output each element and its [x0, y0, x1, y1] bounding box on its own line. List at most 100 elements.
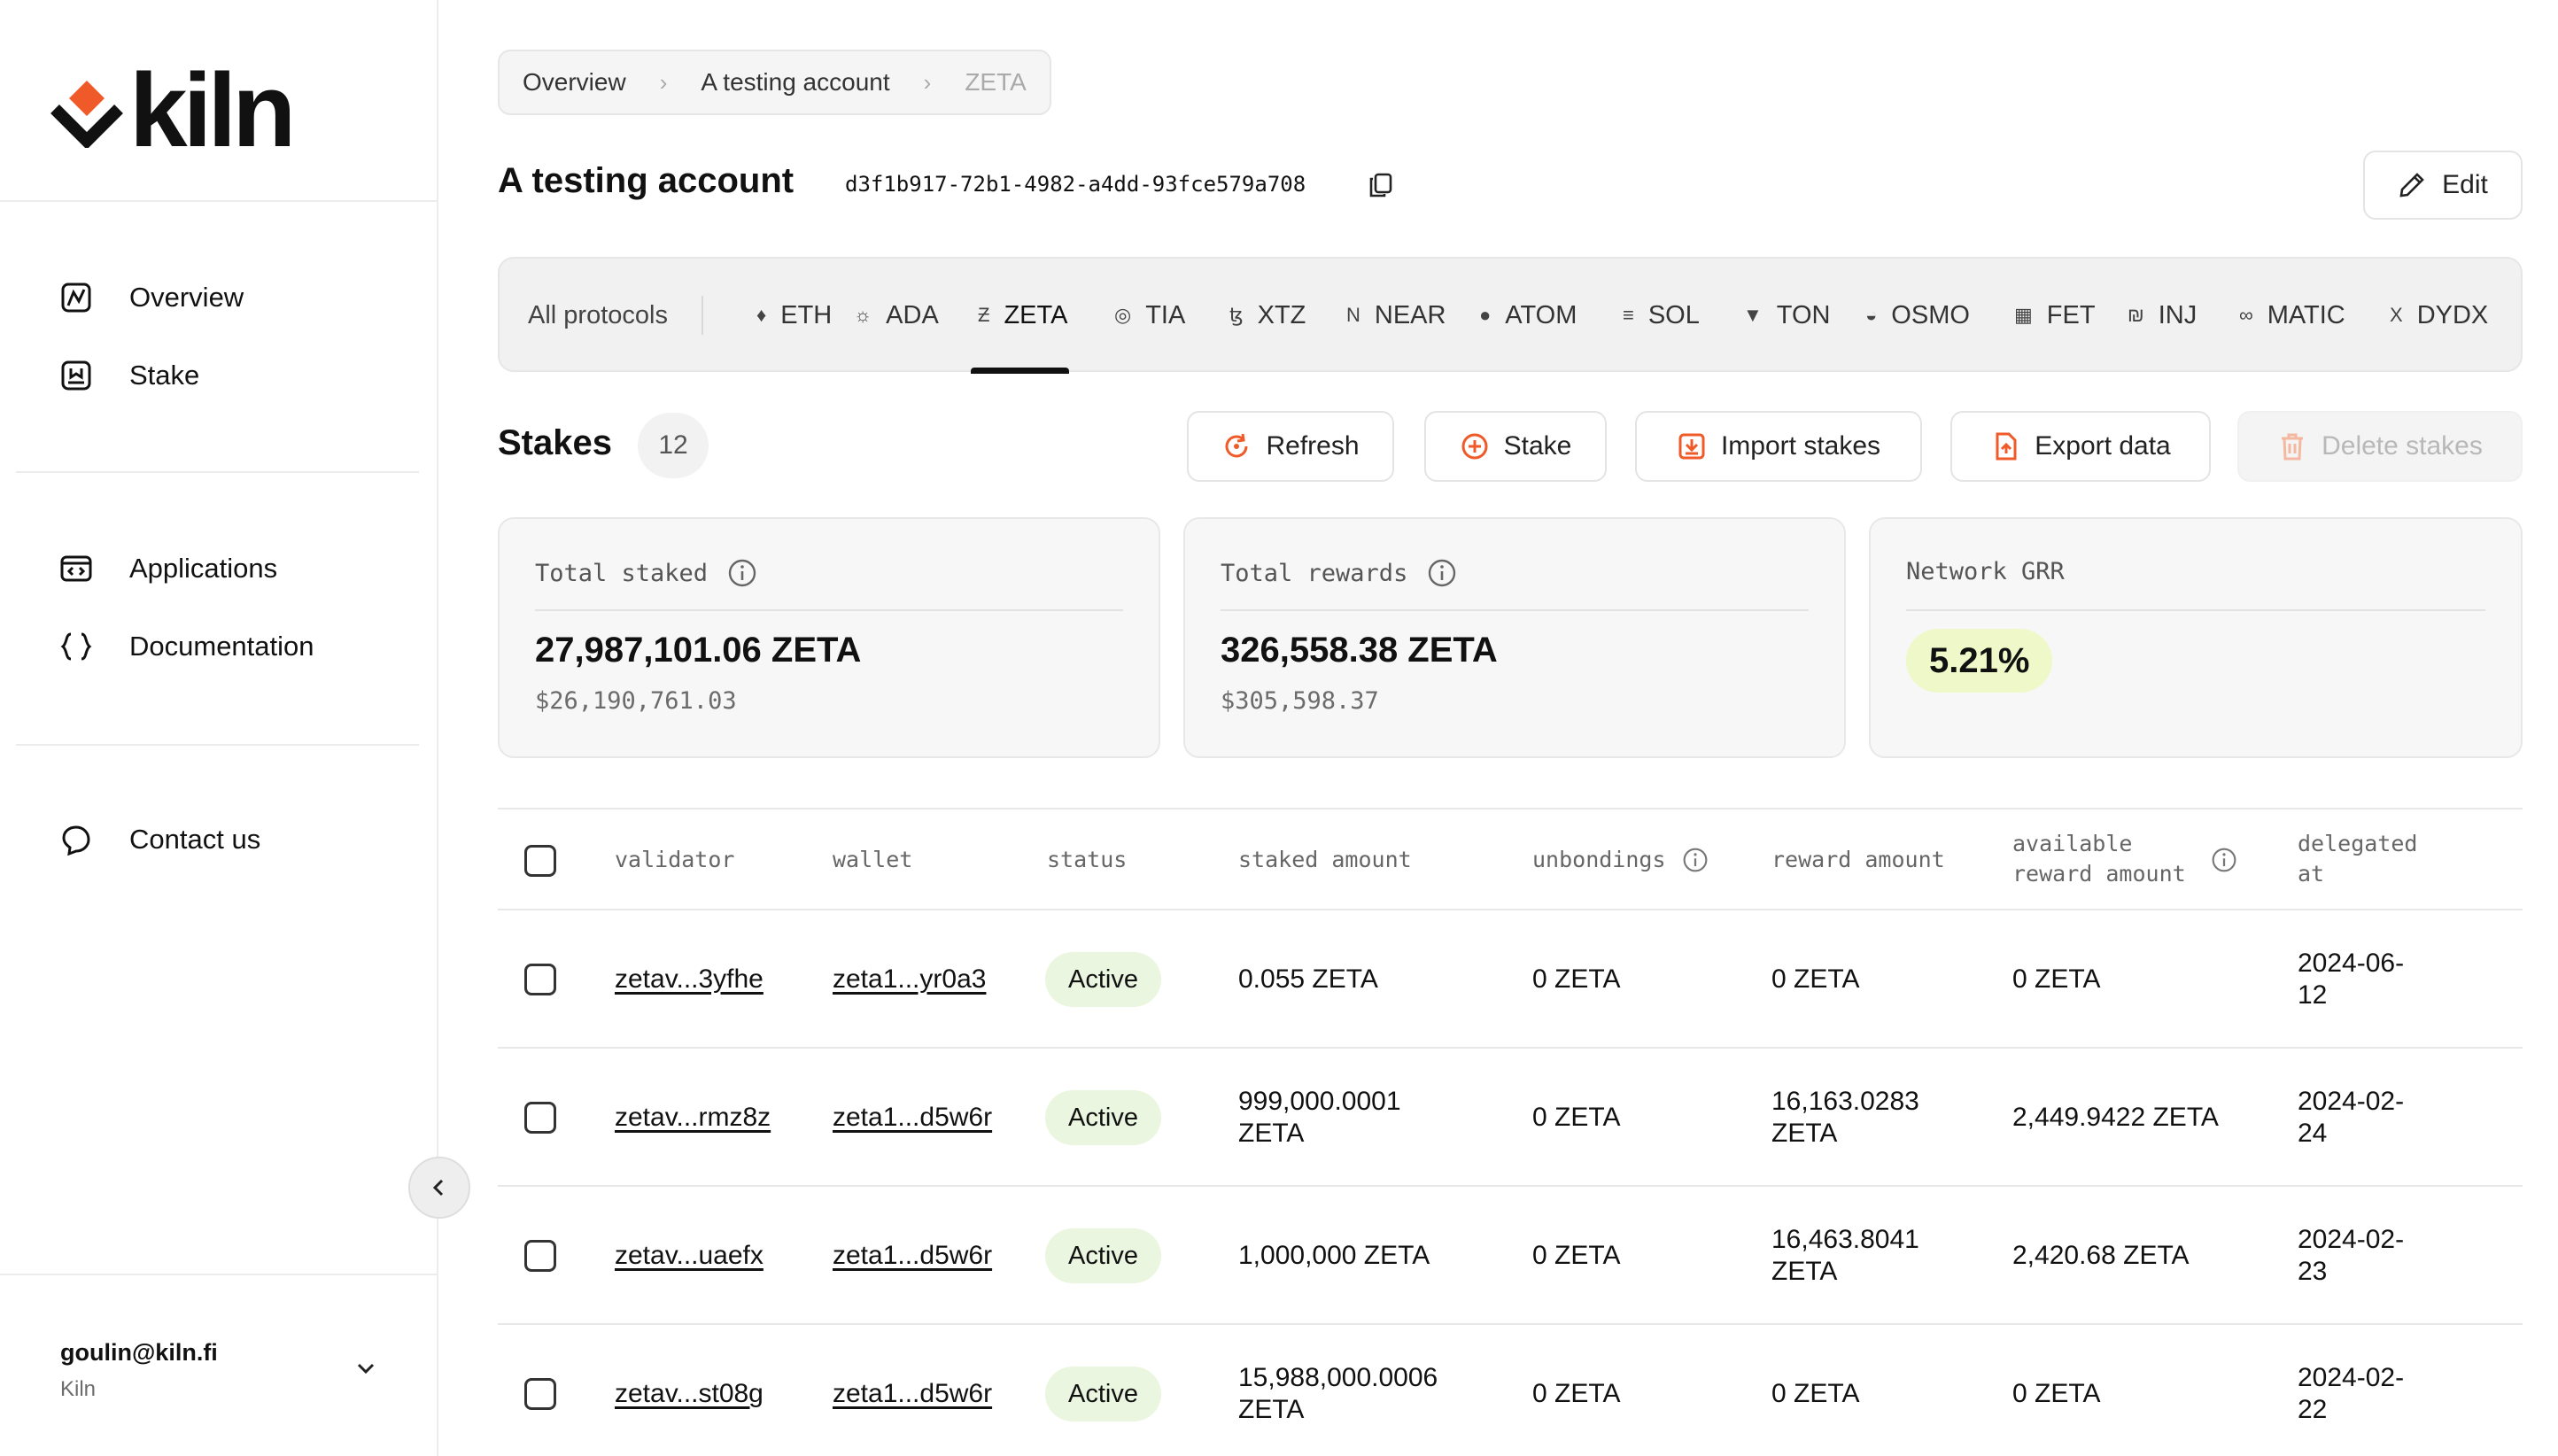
validator-link[interactable]: zetav...uaefx	[615, 1241, 764, 1270]
available-reward: 2,420.68 ZETA	[2012, 1241, 2190, 1270]
wallet-link[interactable]: zeta1...d5w6r	[833, 1103, 993, 1132]
reward-line: 16,163.0283	[1771, 1087, 1919, 1116]
refresh-button[interactable]: Refresh	[1187, 411, 1394, 482]
stakes-count-badge: 12	[638, 413, 709, 478]
stat-divider	[535, 609, 1123, 611]
delete-stakes-button[interactable]: Delete stakes	[2237, 411, 2523, 482]
row-checkbox[interactable]	[524, 964, 556, 995]
validator-link[interactable]: zetav...st08g	[615, 1379, 764, 1408]
import-stakes-button[interactable]: Import stakes	[1635, 411, 1922, 482]
tab-ada[interactable]: ☼ ADA	[854, 259, 939, 372]
date-line: 2024-02-	[2298, 1087, 2405, 1116]
staked-amount-line: ZETA	[1238, 1395, 1305, 1424]
info-icon[interactable]	[2211, 847, 2237, 878]
table-row[interactable]: zetav...st08g zeta1...d5w6r Active 15,98…	[498, 1325, 2523, 1456]
stake-button[interactable]: Stake	[1424, 411, 1607, 482]
chevron-down-icon[interactable]	[351, 1353, 381, 1383]
tab-eth[interactable]: ♦ ETH	[756, 259, 832, 372]
column-header-label: at	[2298, 861, 2325, 887]
sidebar-item-documentation[interactable]: Documentation	[58, 620, 314, 673]
tab-sol[interactable]: ≡ SOL	[1623, 259, 1700, 372]
column-header-available-reward[interactable]: available reward amount	[2012, 829, 2186, 889]
delegated-at: 2024-02- 24	[2298, 1086, 2404, 1150]
tia-icon: ◎	[1114, 304, 1132, 326]
status-badge: Active	[1045, 1090, 1161, 1145]
breadcrumb-account[interactable]: A testing account	[701, 68, 890, 96]
reward-amount: 0 ZETA	[1771, 1379, 1860, 1408]
stat-divider	[1906, 609, 2485, 611]
sidebar-divider	[0, 200, 438, 202]
plus-circle-icon	[1460, 431, 1490, 461]
tab-inj[interactable]: ₪ INJ	[2128, 259, 2197, 372]
user-email: goulin@kiln.fi	[60, 1339, 218, 1366]
column-header-validator[interactable]: validator	[615, 847, 735, 872]
validator-link[interactable]: zetav...3yfhe	[615, 964, 764, 994]
sidebar-item-label: Documentation	[129, 631, 314, 662]
column-header-status[interactable]: status	[1047, 847, 1128, 872]
wallet-link[interactable]: zeta1...yr0a3	[833, 964, 987, 994]
tab-zeta[interactable]: Ƶ ZETA	[970, 259, 1070, 374]
tab-label: TIA	[1145, 300, 1186, 329]
row-checkbox[interactable]	[524, 1102, 556, 1134]
sidebar-item-stake[interactable]: Stake	[58, 349, 199, 402]
xtz-icon: ꜩ	[1229, 304, 1244, 326]
row-checkbox[interactable]	[524, 1240, 556, 1272]
user-account[interactable]: goulin@kiln.fi Kiln	[60, 1339, 218, 1402]
tab-tia[interactable]: ◎ TIA	[1114, 259, 1185, 372]
sidebar-item-overview[interactable]: Overview	[58, 271, 244, 324]
wallet-link[interactable]: zeta1...d5w6r	[833, 1379, 993, 1408]
column-header-delegated-at[interactable]: delegated at	[2298, 829, 2417, 889]
info-icon[interactable]	[1682, 847, 1709, 873]
breadcrumb-overview[interactable]: Overview	[523, 68, 626, 96]
chevron-right-icon: ›	[659, 68, 668, 96]
stat-label-text: Network GRR	[1906, 558, 2065, 585]
matic-icon: ∞	[2239, 304, 2253, 326]
edit-button[interactable]: Edit	[2363, 151, 2523, 220]
breadcrumb-current: ZETA	[965, 68, 1027, 96]
table-row[interactable]: zetav...3yfhe zeta1...yr0a3 Active 0.055…	[498, 910, 2523, 1049]
column-header-reward-amount[interactable]: reward amount	[1771, 847, 1945, 872]
tab-label: SOL	[1647, 300, 1700, 329]
trash-icon	[2277, 431, 2307, 461]
sidebar-item-contact[interactable]: Contact us	[58, 813, 260, 866]
row-checkbox[interactable]	[524, 1378, 556, 1410]
tab-all-protocols[interactable]: All protocols	[528, 300, 668, 329]
tab-divider	[702, 296, 703, 335]
import-icon	[1677, 431, 1707, 461]
account-id: d3f1b917-72b1-4982-a4dd-93fce579a708	[845, 172, 1306, 197]
copy-icon[interactable]	[1368, 172, 1394, 198]
tab-xtz[interactable]: ꜩ XTZ	[1229, 259, 1306, 372]
export-data-button[interactable]: Export data	[1950, 411, 2211, 482]
column-header-staked-amount[interactable]: staked amount	[1238, 847, 1412, 872]
tab-fet[interactable]: ▦ FET	[2014, 259, 2096, 372]
total-staked-card: Total staked 27,987,101.06 ZETA $26,190,…	[498, 517, 1160, 758]
info-icon[interactable]	[727, 558, 757, 588]
tab-matic[interactable]: ∞ MATIC	[2239, 259, 2345, 372]
tab-label: ATOM	[1505, 300, 1577, 329]
collapse-sidebar-button[interactable]	[408, 1157, 470, 1219]
tab-ton[interactable]: ▼ TON	[1743, 259, 1830, 372]
column-header-unbondings[interactable]: unbondings	[1532, 845, 1709, 875]
table-row[interactable]: zetav...rmz8z zeta1...d5w6r Active 999,0…	[498, 1049, 2523, 1187]
sidebar-item-applications[interactable]: Applications	[58, 542, 277, 595]
date-line: 22	[2298, 1395, 2328, 1424]
validator-link[interactable]: zetav...rmz8z	[615, 1103, 771, 1132]
page-title: A testing account	[498, 161, 795, 200]
total-staked-value: 27,987,101.06 ZETA	[535, 631, 862, 670]
tab-osmo[interactable]: ◒ OSMO	[1865, 259, 1970, 372]
delegated-at: 2024-06- 12	[2298, 948, 2404, 1011]
tab-dydx[interactable]: X DYDX	[2390, 259, 2488, 372]
overview-icon	[58, 280, 94, 315]
tab-label: INJ	[2158, 300, 2198, 329]
date-line: 2024-02-	[2298, 1225, 2405, 1254]
table-row[interactable]: zetav...uaefx zeta1...d5w6r Active 1,000…	[498, 1187, 2523, 1325]
kiln-logo[interactable]: kiln	[50, 58, 296, 163]
tab-near[interactable]: N NEAR	[1346, 259, 1446, 372]
info-icon[interactable]	[1427, 558, 1457, 588]
dydx-icon: X	[2390, 304, 2403, 326]
wallet-link[interactable]: zeta1...d5w6r	[833, 1241, 993, 1270]
chevron-right-icon: ›	[923, 68, 932, 96]
column-header-wallet[interactable]: wallet	[833, 847, 913, 872]
tab-atom[interactable]: ● ATOM	[1479, 259, 1577, 372]
select-all-checkbox[interactable]	[524, 845, 556, 877]
